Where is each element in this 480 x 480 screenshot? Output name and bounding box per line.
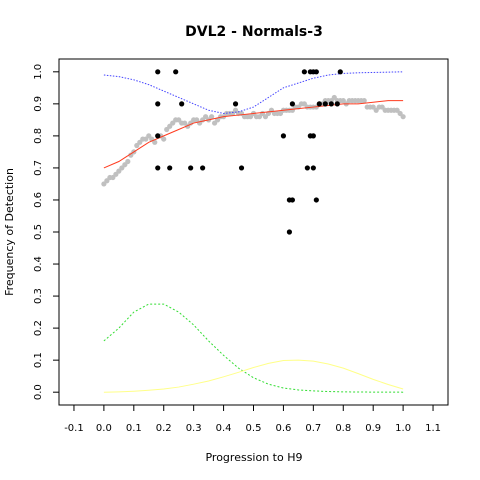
data-point <box>155 69 161 75</box>
data-point <box>179 101 185 107</box>
data-point <box>173 69 179 75</box>
y-tick-label: 0.0 <box>33 384 44 400</box>
data-point <box>313 69 319 75</box>
data-point <box>188 165 194 171</box>
data-point <box>280 133 287 139</box>
data-point <box>155 165 161 171</box>
x-tick-label: 0.7 <box>305 423 321 434</box>
chart-title: DVL2 - Normals-3 <box>185 24 323 40</box>
data-point <box>286 229 293 235</box>
x-tick-label: 0.2 <box>156 423 172 434</box>
y-axis-label: Frequency of Detection <box>3 168 16 296</box>
x-tick-label: 0.3 <box>186 423 202 434</box>
y-tick-label: 0.8 <box>33 128 44 144</box>
data-point <box>238 165 245 171</box>
x-tick-label: 1.0 <box>395 423 411 434</box>
y-tick-label: 0.7 <box>33 160 44 176</box>
x-tick-label: 0.1 <box>126 423 142 434</box>
smooth-point <box>361 98 367 104</box>
x-tick-label: 0.5 <box>246 423 262 434</box>
data-point <box>301 69 307 75</box>
chart-series <box>101 69 406 393</box>
smooth-point <box>125 158 131 165</box>
y-tick-label: 0.9 <box>33 96 44 112</box>
data-point <box>304 165 310 171</box>
data-point <box>155 101 161 107</box>
data-point <box>313 197 319 203</box>
y-tick-label: 0.5 <box>33 224 44 240</box>
data-point <box>167 165 173 171</box>
x-tick-label: 0.0 <box>96 423 112 434</box>
yellow-density-line <box>103 359 404 393</box>
data-point <box>286 197 293 203</box>
y-tick-label: 0.6 <box>33 192 44 208</box>
y-tick-label: 0.1 <box>33 352 44 368</box>
axis-ticks: -0.1 0.0 0.1 0.2 0.3 0.4 0.5 0.6 0.7 0.8 0.9 1.0 1.1… <box>33 64 441 434</box>
smooth-point <box>400 114 406 120</box>
data-point <box>322 101 328 107</box>
data-point <box>289 101 295 107</box>
x-tick-label: -0.1 <box>64 423 84 434</box>
data-point <box>200 165 206 171</box>
red-fit-line <box>103 100 404 169</box>
data-point <box>155 133 161 139</box>
y-tick-label: 0.4 <box>33 256 44 272</box>
y-tick-label: 0.3 <box>33 288 44 304</box>
data-point <box>310 133 316 139</box>
y-tick-label: 0.2 <box>33 320 44 336</box>
data-point <box>328 101 334 107</box>
x-axis-label: Progression to H9 <box>205 451 302 464</box>
x-tick-label: 0.4 <box>216 423 232 434</box>
smooth-point <box>152 139 158 145</box>
x-tick-label: 0.9 <box>365 423 381 434</box>
data-point <box>316 101 322 107</box>
data-point <box>232 101 239 107</box>
data-point <box>334 101 340 107</box>
smooth-point <box>209 114 215 120</box>
y-tick-label: 1.0 <box>33 64 44 80</box>
x-tick-label: 1.1 <box>425 423 441 434</box>
x-tick-label: 0.6 <box>275 423 291 434</box>
data-point <box>337 69 343 75</box>
x-tick-label: 0.8 <box>335 423 351 434</box>
smooth-point <box>161 136 167 142</box>
data-point <box>310 165 316 171</box>
blue-dotted-line <box>103 71 404 114</box>
green-density-line <box>103 303 404 393</box>
